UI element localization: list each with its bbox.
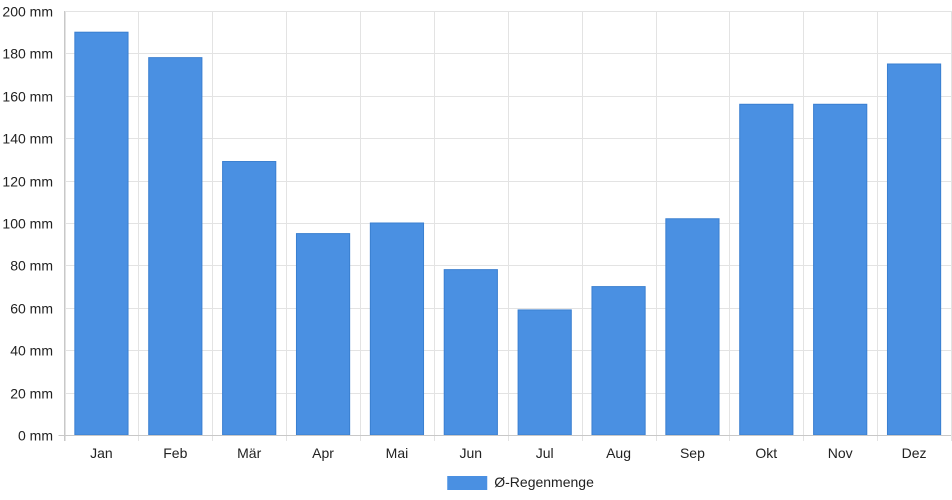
- bar-mär[interactable]: [222, 161, 277, 436]
- y-tick-label: 80 mm: [10, 258, 53, 274]
- grid: [64, 11, 952, 441]
- bar-apr[interactable]: [295, 233, 351, 436]
- x-tick-label: Jun: [460, 445, 483, 461]
- y-tick-label: 100 mm: [2, 216, 53, 232]
- y-tick-label: 120 mm: [2, 174, 53, 190]
- bar-dez[interactable]: [886, 63, 942, 436]
- y-tick-label: 60 mm: [10, 301, 53, 317]
- bar-mai[interactable]: [369, 222, 425, 436]
- x-tick-label: Jul: [536, 445, 554, 461]
- x-tick-label: Jan: [90, 445, 113, 461]
- bar-sep[interactable]: [665, 218, 720, 436]
- legend-label[interactable]: Ø-Regenmenge: [494, 474, 594, 490]
- x-tick-label: Nov: [828, 445, 853, 461]
- y-tick-label: 0 mm: [18, 428, 53, 444]
- y-tick-label: 40 mm: [10, 343, 53, 359]
- bar-nov[interactable]: [813, 103, 868, 436]
- bar-jan[interactable]: [74, 31, 129, 436]
- bar-okt[interactable]: [739, 103, 794, 436]
- y-tick-label: 140 mm: [2, 131, 53, 147]
- bar-aug[interactable]: [591, 286, 646, 436]
- y-tick-label: 20 mm: [10, 386, 53, 402]
- bar-jul[interactable]: [517, 309, 572, 436]
- x-tick-label: Sep: [680, 445, 705, 461]
- y-tick-label: 160 mm: [2, 89, 53, 105]
- legend[interactable]: Ø-Regenmenge: [447, 474, 594, 490]
- bar-jun[interactable]: [443, 269, 498, 436]
- x-tick-label: Mär: [237, 445, 261, 461]
- x-tick-label: Apr: [312, 445, 334, 461]
- x-tick-label: Dez: [902, 445, 927, 461]
- axes: 0 mm 20 mm 40 mm 60 mm 80 mm 100 mm 120 mm 140 …: [2, 4, 951, 461]
- x-tick-label: Feb: [163, 445, 187, 461]
- y-tick-label: 180 mm: [2, 46, 53, 62]
- y-tick-label: 200 mm: [2, 4, 53, 20]
- x-tick-label: Mai: [386, 445, 409, 461]
- bars: [74, 31, 942, 436]
- x-tick-label: Okt: [755, 445, 777, 461]
- x-tick-label: Aug: [606, 445, 631, 461]
- legend-swatch: [447, 476, 488, 490]
- bar-feb[interactable]: [148, 57, 203, 436]
